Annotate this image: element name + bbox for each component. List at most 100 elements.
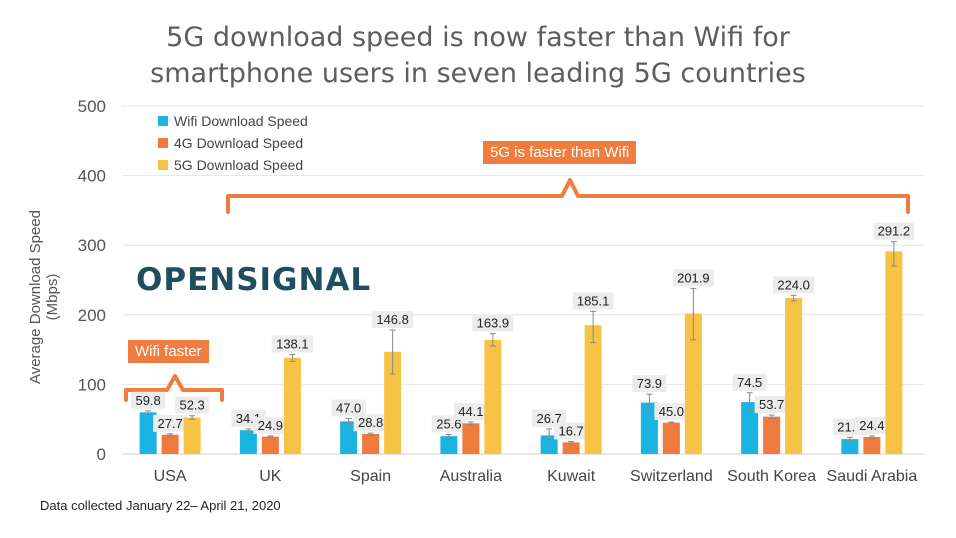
bar-wifi <box>440 436 458 454</box>
data-label: 74.5 <box>737 375 762 390</box>
bar-5g <box>885 251 903 454</box>
bar-wifi <box>540 435 558 454</box>
bar-4g <box>261 436 279 454</box>
y-tick-label: 0 <box>97 445 106 464</box>
opensignal-logo: OPENSIGNAL <box>136 262 372 298</box>
data-label-bg <box>654 402 689 420</box>
data-label: 24.4 <box>859 418 884 433</box>
x-tick-label: Saudi Arabia <box>827 468 918 485</box>
callout-5g-faster: 5G is faster than Wifi <box>483 141 637 164</box>
data-label-bg <box>175 396 210 414</box>
bar-wifi <box>640 402 658 454</box>
data-label: 224.0 <box>777 277 810 292</box>
legend-item-4g: 4G Download Speed <box>158 132 308 154</box>
bar-5g <box>183 417 201 454</box>
data-label: 28.8 <box>358 415 383 430</box>
bar-4g <box>763 416 781 454</box>
legend-swatch-wifi <box>158 116 168 126</box>
x-tick-label: UK <box>259 468 282 485</box>
data-label: 201.9 <box>677 270 710 285</box>
bar-5g <box>484 339 502 454</box>
bar-4g <box>562 442 580 454</box>
x-tick-label: South Korea <box>727 468 816 485</box>
bar-wifi <box>741 402 759 454</box>
bar-5g <box>785 298 803 454</box>
data-label: 26.7 <box>536 411 561 426</box>
data-label: 53.7 <box>759 397 784 412</box>
bar-4g <box>662 422 680 454</box>
legend-swatch-5g <box>158 160 168 170</box>
data-label: 73.9 <box>637 376 662 391</box>
data-label: 185.1 <box>577 293 610 308</box>
bar-wifi <box>340 421 358 454</box>
bar-4g <box>462 423 480 454</box>
y-tick-label: 400 <box>78 167 106 186</box>
data-label-bg <box>453 402 488 420</box>
data-label: 24.9 <box>258 418 283 433</box>
data-collection-note: Data collected January 22– April 21, 202… <box>40 498 281 513</box>
bar-wifi <box>139 412 157 454</box>
data-label-bg <box>632 375 667 393</box>
data-label: 291.2 <box>878 224 911 239</box>
bar-4g <box>362 433 380 454</box>
legend-swatch-4g <box>158 138 168 148</box>
data-label: 59.8 <box>135 393 160 408</box>
legend-item-5g: 5G Download Speed <box>158 154 308 176</box>
data-label: 52.3 <box>179 398 204 413</box>
bracket-5g <box>226 178 910 214</box>
data-label: 138.1 <box>276 336 309 351</box>
legend-label-4g: 4G Download Speed <box>174 135 304 151</box>
bar-4g <box>161 434 179 454</box>
data-label-bg <box>572 292 614 310</box>
data-label: 16.7 <box>558 423 583 438</box>
data-label: 45.0 <box>659 404 684 419</box>
bar-5g <box>684 313 702 454</box>
data-label-bg <box>672 269 714 287</box>
chart-title-line1: 5G download speed is now faster than Wif… <box>166 22 790 53</box>
callout-wifi-faster: Wifi faster <box>128 340 209 363</box>
data-label-bg <box>554 422 589 440</box>
data-label: 163.9 <box>477 316 510 331</box>
bar-5g <box>384 351 402 454</box>
chart-title-line2: smartphone users in seven leading 5G cou… <box>150 58 806 89</box>
data-label-bg <box>472 314 514 332</box>
data-label-bg <box>372 311 414 329</box>
legend-label-wifi: Wifi Download Speed <box>174 113 308 129</box>
data-label-bg <box>271 335 313 353</box>
data-label-bg <box>754 396 789 414</box>
data-label: 44.1 <box>458 404 483 419</box>
bar-wifi <box>841 439 859 454</box>
data-label-bg <box>331 399 366 417</box>
legend: Wifi Download Speed 4G Download Speed 5G… <box>158 110 308 176</box>
data-label-bg <box>153 414 188 432</box>
bar-4g <box>863 437 881 454</box>
data-label: 27.7 <box>157 416 182 431</box>
data-label-bg <box>873 222 915 240</box>
y-tick-label: 200 <box>78 306 106 325</box>
bar-wifi <box>239 430 257 454</box>
bracket-wifi <box>124 374 224 402</box>
data-label-bg <box>773 276 815 294</box>
y-tick-label: 300 <box>78 236 106 255</box>
data-label-bg <box>353 414 388 432</box>
y-tick-label: 500 <box>78 97 106 116</box>
data-label-bg <box>732 373 767 391</box>
x-tick-label: Kuwait <box>547 468 596 485</box>
legend-label-5g: 5G Download Speed <box>174 157 304 173</box>
data-label: 146.8 <box>376 312 409 327</box>
x-tick-label: Switzerland <box>630 468 713 485</box>
data-label: 47.0 <box>336 401 361 416</box>
legend-item-wifi: Wifi Download Speed <box>158 110 308 132</box>
data-label-bg <box>131 391 166 409</box>
x-tick-label: USA <box>154 468 187 485</box>
data-label-bg <box>854 416 889 434</box>
data-label-bg <box>253 416 288 434</box>
data-label: 25.6 <box>436 417 461 432</box>
x-tick-label: Spain <box>350 468 391 485</box>
bar-5g <box>584 325 602 454</box>
y-axis-label: Average Download Speed (Mbps) <box>27 209 61 385</box>
y-tick-label: 100 <box>78 375 106 394</box>
bar-5g <box>283 357 301 454</box>
x-tick-label: Australia <box>440 468 502 485</box>
